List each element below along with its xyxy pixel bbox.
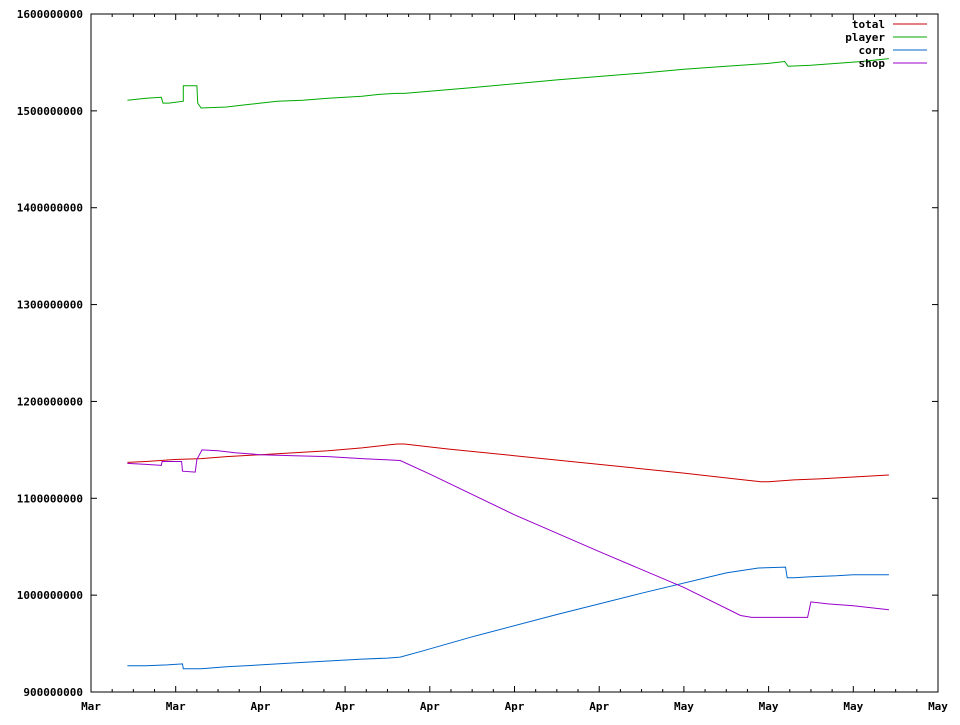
x-tick-label: May	[928, 700, 948, 713]
y-tick-label: 1300000000	[17, 299, 83, 312]
series-line-shop	[127, 449, 889, 618]
x-tick-label: Apr	[420, 700, 440, 713]
y-tick-label: 1100000000	[17, 492, 83, 505]
legend-label-total: total	[852, 18, 885, 31]
y-tick-label: 900000000	[23, 686, 83, 699]
series-line-total	[127, 443, 889, 483]
y-tick-label: 1200000000	[17, 395, 83, 408]
x-tick-labels: Mar Mar Apr Apr Apr Apr Apr May May May May	[81, 700, 948, 713]
x-tick-label: Mar	[81, 700, 101, 713]
y-tick-label: 1500000000	[17, 105, 83, 118]
x-tick-label: May	[674, 700, 694, 713]
x-tick-label: Mar	[166, 700, 186, 713]
axis-ticks	[90, 13, 939, 693]
y-tick-label: 1600000000	[17, 8, 83, 21]
x-tick-label: Apr	[250, 700, 270, 713]
x-tick-label: Apr	[335, 700, 355, 713]
y-tick-label: 1000000000	[17, 589, 83, 602]
legend-label-corp: corp	[859, 44, 886, 57]
plot-frame	[90, 13, 939, 693]
x-tick-label: Apr	[505, 700, 525, 713]
series-lines	[127, 58, 889, 670]
y-tick-labels: 900000000 1000000000 1100000000 1200000000 1…	[17, 8, 83, 699]
series-line-corp	[127, 566, 889, 670]
legend-label-shop: shop	[859, 57, 886, 70]
x-tick-label: May	[843, 700, 863, 713]
x-tick-label: Apr	[589, 700, 609, 713]
y-tick-label: 1400000000	[17, 202, 83, 215]
x-tick-label: May	[759, 700, 779, 713]
legend-label-player: player	[845, 31, 885, 44]
series-line-player	[127, 58, 889, 109]
